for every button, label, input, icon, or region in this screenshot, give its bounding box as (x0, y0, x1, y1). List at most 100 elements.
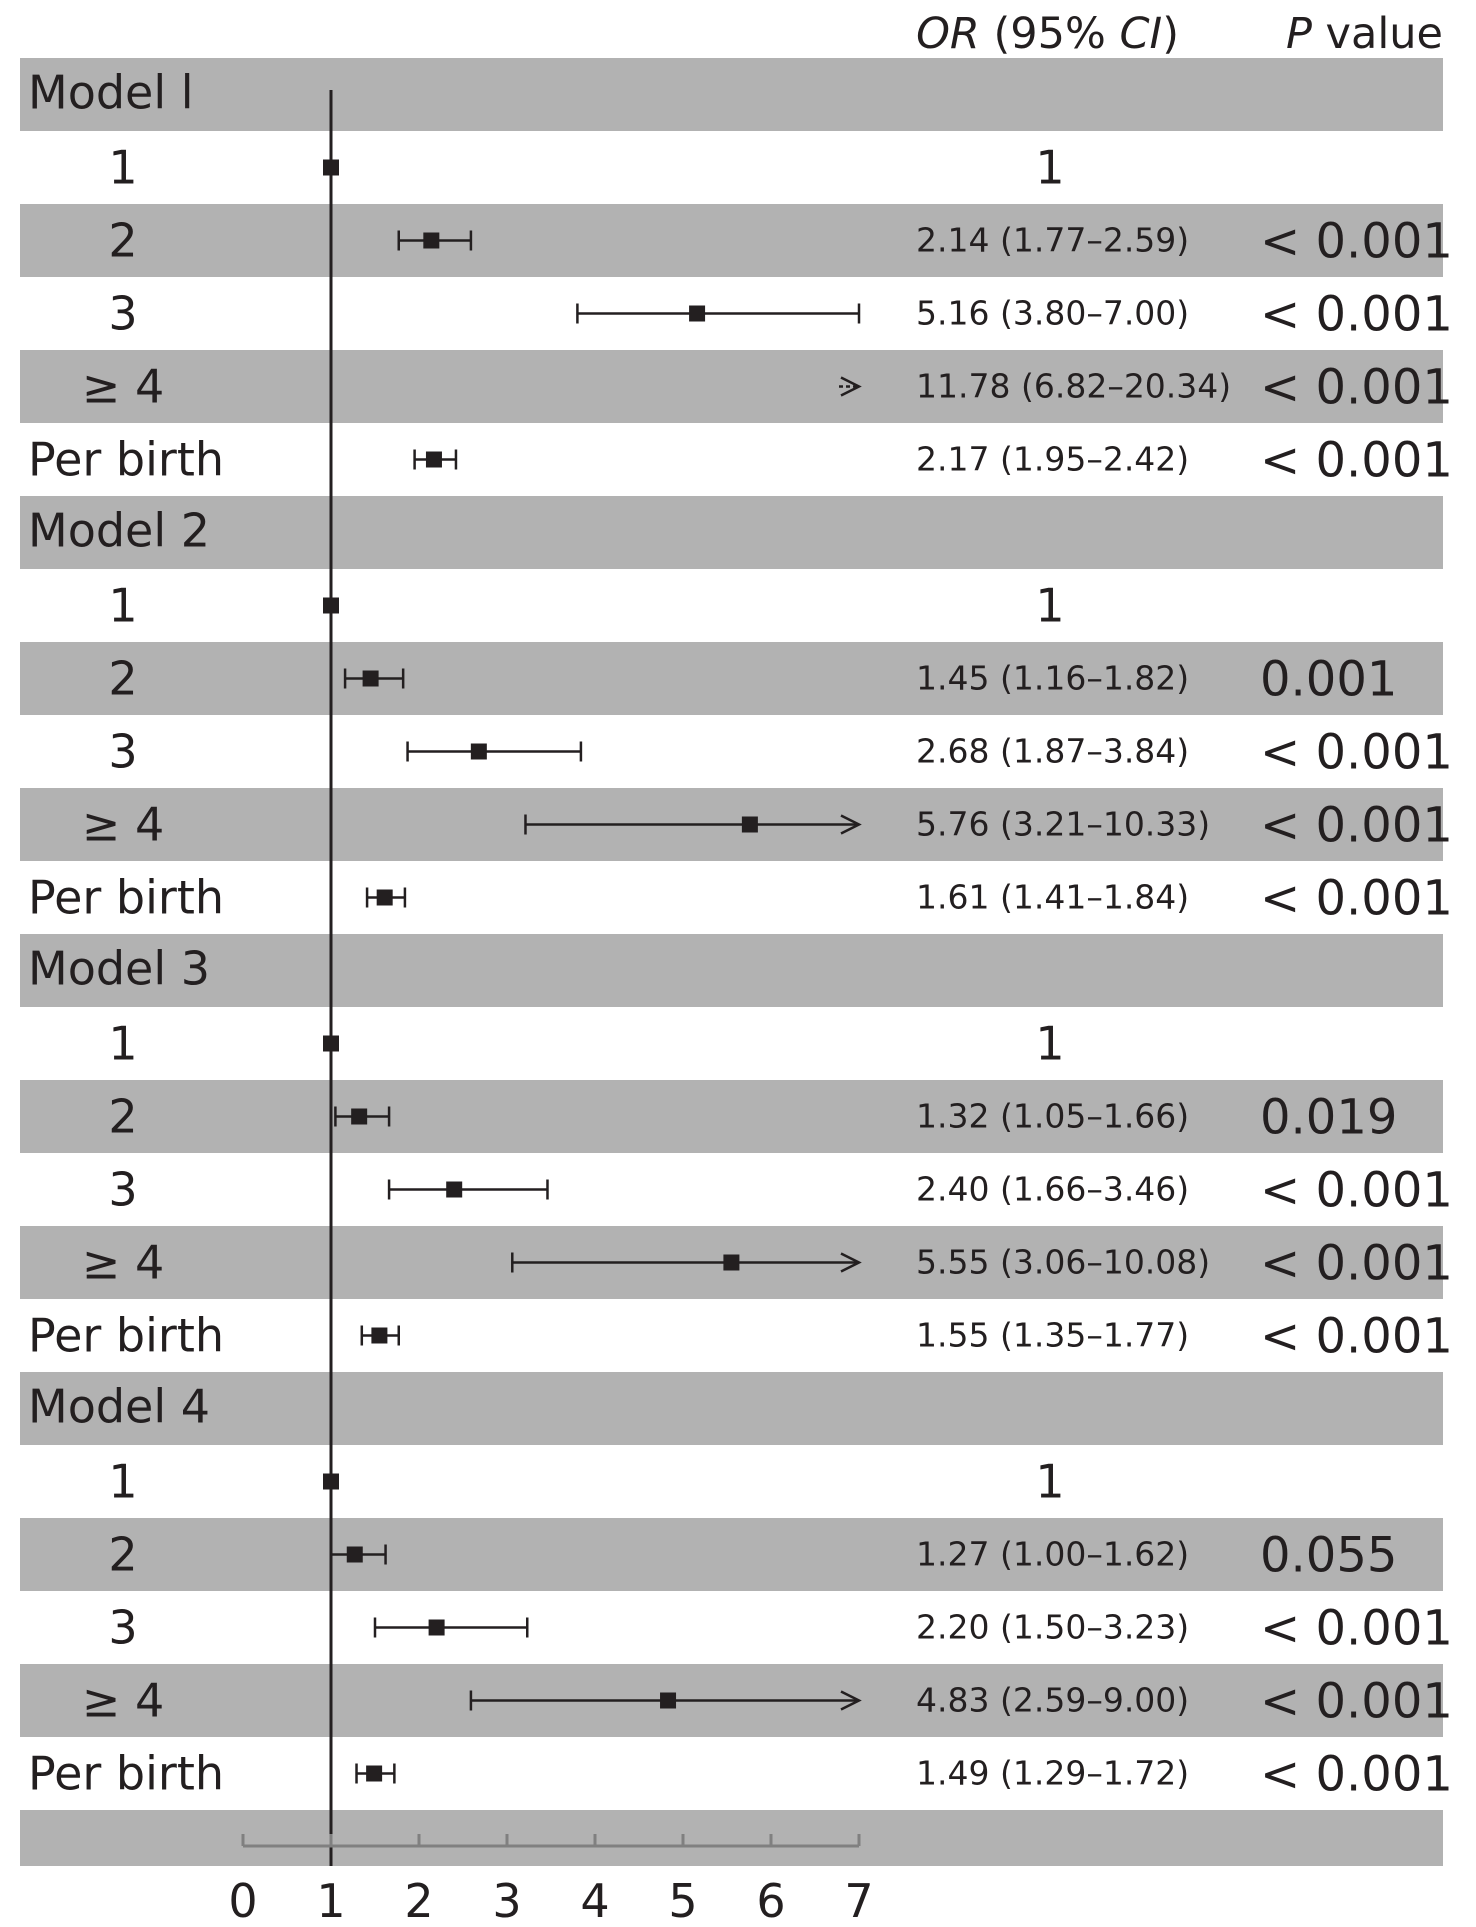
or-ci-value: 5.76 (3.21–10.33) (916, 805, 1210, 844)
x-tick-label: 1 (316, 1874, 345, 1927)
row-label: ≥ 4 (82, 1674, 164, 1728)
or-ci-value: 1 (1035, 141, 1064, 195)
or-ci-value: 2.40 (1.66–3.46) (916, 1170, 1189, 1209)
p-value: < 0.001 (1260, 214, 1453, 270)
model-title: Model 4 (28, 1380, 210, 1434)
or-ci-value: 2.68 (1.87–3.84) (916, 732, 1189, 771)
p-value: 0.019 (1260, 1090, 1397, 1146)
estimate-point (470, 743, 487, 760)
or-ci-value: 1.49 (1.29–1.72) (916, 1754, 1189, 1793)
model-title: Model 3 (28, 942, 210, 996)
or-ci-value: 2.17 (1.95–2.42) (916, 440, 1189, 479)
or-ci-value: 5.16 (3.80–7.00) (916, 294, 1189, 333)
estimate-point (351, 1108, 368, 1125)
row-band (20, 642, 1443, 715)
p-value: < 0.001 (1260, 871, 1453, 927)
row-band (20, 58, 1443, 131)
or-ci-value: 2.14 (1.77–2.59) (916, 221, 1189, 260)
x-tick-label: 5 (668, 1874, 697, 1927)
or-ci-value: 1.27 (1.00–1.62) (916, 1535, 1189, 1574)
p-value-header: P value (1286, 9, 1443, 59)
or-ci-header: OR (95% CI) (916, 9, 1179, 59)
row-label: 3 (108, 1163, 137, 1217)
p-value: < 0.001 (1260, 287, 1453, 343)
estimate-point (446, 1181, 463, 1198)
estimate-point (371, 1327, 388, 1344)
x-tick-label: 2 (404, 1874, 433, 1927)
estimate-point (423, 232, 440, 249)
estimate-point (428, 1619, 445, 1636)
p-value: < 0.001 (1260, 725, 1453, 781)
estimate-point (425, 451, 442, 468)
p-value: < 0.001 (1260, 1601, 1453, 1657)
p-value: < 0.001 (1260, 1309, 1453, 1365)
column-headers: OR (95% CI) P value (916, 9, 1443, 59)
or-ci-value: 1.61 (1.41–1.84) (916, 878, 1189, 917)
row-band (20, 934, 1443, 1007)
row-label: ≥ 4 (82, 1236, 164, 1290)
or-ci-value: 1 (1035, 1017, 1064, 1071)
row-band (20, 204, 1443, 277)
row-label: 1 (108, 579, 137, 633)
x-tick-label: 6 (756, 1874, 785, 1927)
row-label: Per birth (28, 1309, 224, 1363)
or-ci-value: 2.20 (1.50–3.23) (916, 1608, 1189, 1647)
or-ci-value: 1.55 (1.35–1.77) (916, 1316, 1189, 1355)
or-ci-value: 11.78 (6.82–20.34) (916, 367, 1231, 406)
model-title: Model l (28, 66, 194, 120)
x-tick-label: 4 (580, 1874, 609, 1927)
model-title: Model 2 (28, 504, 210, 558)
estimate-point (741, 816, 758, 833)
or-ci-value: 1.32 (1.05–1.66) (916, 1097, 1189, 1136)
row-band (20, 496, 1443, 569)
row-labels: Model l 1 1 2 2.14 (1.77–2.59) < 0.001 3 5.16 (… (28, 66, 1453, 1803)
x-tick-label: 0 (228, 1874, 257, 1927)
row-label: 3 (108, 287, 137, 341)
p-value: < 0.001 (1260, 433, 1453, 489)
row-label: Per birth (28, 871, 224, 925)
p-value: 0.055 (1260, 1528, 1397, 1584)
or-ci-value: 4.83 (2.59–9.00) (916, 1681, 1189, 1720)
row-label: 1 (108, 1455, 137, 1509)
ci-arrow-icon (840, 376, 862, 397)
or-ci-value: 1 (1035, 579, 1064, 633)
estimate-point (362, 670, 379, 687)
row-label: Per birth (28, 1747, 224, 1801)
estimate-point (366, 1765, 383, 1782)
x-tick-label: 3 (492, 1874, 521, 1927)
or-ci-value: 5.55 (3.06–10.08) (916, 1243, 1210, 1282)
ci-arrow-icon (840, 1690, 862, 1711)
estimate-point (376, 889, 393, 906)
p-value: < 0.001 (1260, 798, 1453, 854)
row-label: ≥ 4 (82, 360, 164, 414)
or-ci-value: 1 (1035, 1455, 1064, 1509)
estimate-point (660, 1692, 677, 1709)
row-label: 2 (108, 1528, 137, 1582)
row-band (20, 1372, 1443, 1445)
p-value: < 0.001 (1260, 360, 1453, 416)
x-axis: 0 1 2 3 4 5 6 7 (228, 90, 874, 1927)
row-label: Per birth (28, 433, 224, 487)
axis-band (20, 1810, 1443, 1866)
ci-arrow-icon (840, 814, 862, 835)
row-label: 3 (108, 725, 137, 779)
p-value: < 0.001 (1260, 1747, 1453, 1803)
estimate-point (346, 1546, 363, 1563)
row-label: 2 (108, 1090, 137, 1144)
row-label: 1 (108, 141, 137, 195)
row-label: 3 (108, 1601, 137, 1655)
ci-arrow-icon (840, 1252, 862, 1273)
row-label: ≥ 4 (82, 798, 164, 852)
row-label: 2 (108, 652, 137, 706)
p-value: 0.001 (1260, 652, 1397, 708)
row-band (20, 1518, 1443, 1591)
row-band (20, 350, 1443, 423)
x-tick-label: 7 (844, 1874, 873, 1927)
p-value: < 0.001 (1260, 1236, 1453, 1292)
or-ci-value: 1.45 (1.16–1.82) (916, 659, 1189, 698)
estimate-point (723, 1254, 740, 1271)
p-value: < 0.001 (1260, 1674, 1453, 1730)
row-band (20, 1080, 1443, 1153)
estimate-point (689, 305, 706, 322)
